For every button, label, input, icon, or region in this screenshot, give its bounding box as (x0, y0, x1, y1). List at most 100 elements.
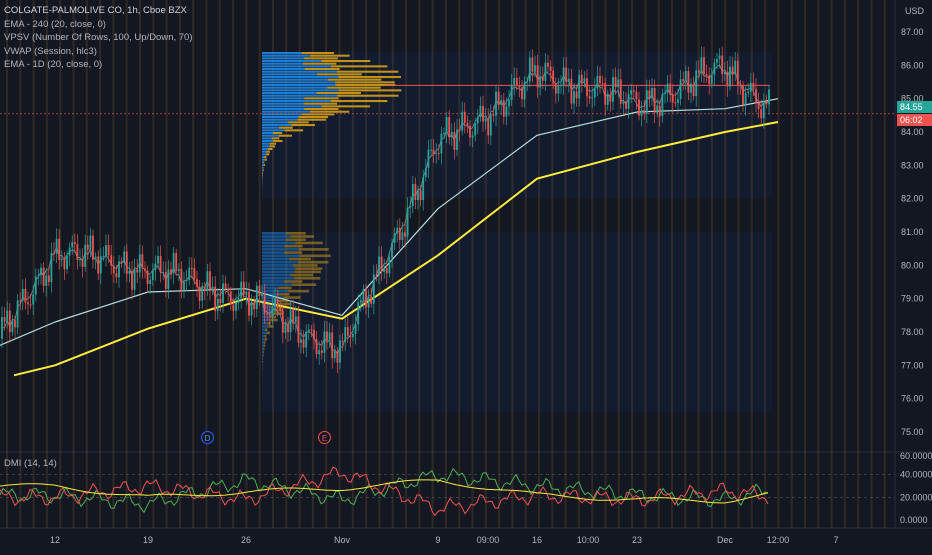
session-band (844, 0, 846, 528)
price-tick-label: 77.00 (901, 360, 924, 370)
candle-body (623, 101, 625, 103)
volume-row-up (262, 258, 289, 261)
candle-body (727, 72, 729, 87)
price-tick-label: 81.00 (901, 227, 924, 237)
candle-body (19, 300, 21, 301)
candle-body (425, 168, 427, 177)
candle-body (500, 100, 502, 105)
currency-label[interactable]: USD (905, 6, 924, 16)
candle-body (521, 87, 523, 99)
candle-body (646, 90, 648, 113)
candle-body (734, 61, 736, 75)
volume-row-down (294, 277, 320, 280)
volume-row-up (262, 235, 291, 238)
candle-body (45, 275, 47, 285)
candle-body (222, 283, 224, 302)
candle-body (272, 306, 274, 315)
candle-body (344, 327, 346, 342)
candle-body (170, 270, 172, 274)
candle-body (82, 259, 84, 267)
candle-body (487, 119, 489, 136)
volume-row-down (269, 145, 275, 147)
volume-row-down (270, 316, 276, 319)
earnings-marker[interactable]: E (318, 431, 331, 444)
volume-row-down (265, 159, 267, 161)
candle-body (435, 153, 437, 154)
candle-body (173, 253, 175, 274)
candle-body (157, 256, 159, 264)
candle-body (495, 92, 497, 116)
candle-body (391, 243, 393, 257)
candle-body (597, 76, 599, 88)
candle-body (669, 84, 671, 95)
candle-body (526, 81, 528, 82)
candle-body (477, 117, 479, 123)
candle-body (529, 57, 531, 81)
time-tick-label: 7 (833, 535, 838, 545)
candle-body (152, 270, 154, 280)
candle-body (149, 280, 151, 284)
volume-row-down (299, 248, 329, 251)
volume-row-up (262, 92, 316, 94)
volume-row-up (262, 344, 264, 347)
legend-vpsv[interactable]: VPSV (Number Of Rows, 100, Up/Down, 70) (4, 31, 193, 45)
candle-body (165, 272, 167, 289)
legend-ema240[interactable]: EMA - 240 (20, close, 0) (4, 18, 193, 32)
session-band (777, 0, 779, 528)
candle-body (563, 67, 565, 84)
volume-row-up (262, 357, 263, 360)
candle-body (656, 106, 658, 113)
candle-body (677, 99, 679, 103)
candle-body (675, 102, 677, 103)
candle-body (160, 256, 162, 272)
candle-body (240, 282, 242, 299)
volume-row-down (271, 319, 278, 322)
volume-row-up (262, 159, 265, 161)
candle-body (643, 110, 645, 114)
candle-body (230, 291, 232, 304)
candle-body (188, 268, 190, 280)
candle-body (740, 85, 742, 86)
volume-row-down (331, 100, 387, 102)
dividend-marker[interactable]: D (201, 431, 214, 444)
candle-body (79, 259, 81, 260)
dmi-tick-label: 40.0000 (900, 470, 932, 480)
legend-symbol-title[interactable]: COLGATE-PALMOLIVE CO, 1h, Cboe BZX (4, 4, 193, 18)
volume-row-down (270, 143, 276, 145)
candle-body (290, 310, 292, 333)
candle-body (251, 302, 253, 315)
candle-body (594, 88, 596, 97)
volume-row-up (262, 124, 291, 126)
candle-body (217, 299, 219, 311)
candle-body (451, 132, 453, 137)
candle-body (573, 91, 575, 103)
legend-vwap[interactable]: VWAP (Session, hlc3) (4, 45, 193, 59)
volume-row-up (262, 68, 305, 70)
candle-body (199, 287, 201, 301)
legend-ema1d[interactable]: EMA - 1D (20, close, 0) (4, 58, 193, 72)
candle-body (316, 339, 318, 354)
volume-row-down (317, 73, 362, 75)
candle-body (506, 106, 508, 116)
session-band (831, 0, 833, 528)
candle-body (516, 78, 518, 86)
candle-body (490, 114, 492, 135)
candle-body (142, 254, 144, 268)
candle-body (578, 75, 580, 99)
candle-body (396, 228, 398, 234)
candle-body (555, 83, 557, 93)
candle-body (719, 56, 721, 59)
price-tick-label: 86.00 (901, 60, 924, 70)
candle-body (703, 57, 705, 74)
dmi-legend[interactable]: DMI (14, 14) (4, 458, 57, 469)
candle-body (695, 70, 697, 96)
candle-body (368, 296, 370, 307)
candle-body (339, 341, 341, 363)
candle-body (459, 129, 461, 130)
volume-row-up (262, 73, 317, 75)
candle-body (584, 78, 586, 82)
session-band (33, 0, 35, 528)
candle-body (12, 320, 14, 332)
